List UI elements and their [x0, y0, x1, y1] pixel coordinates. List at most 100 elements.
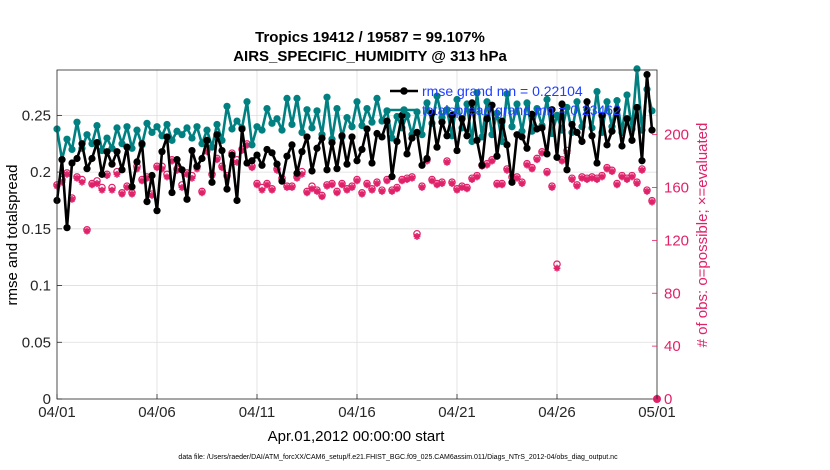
- rmse-point: [493, 152, 501, 160]
- totalspread-point: [228, 125, 236, 133]
- obs-evaluated-point: [93, 180, 101, 187]
- rmse-point: [138, 140, 146, 148]
- rmse-point: [153, 207, 161, 215]
- totalspread-point: [178, 131, 186, 139]
- rmse-point: [403, 150, 411, 158]
- obs-evaluated-point: [308, 185, 316, 193]
- totalspread-point: [453, 95, 461, 104]
- rmse-point: [253, 151, 261, 159]
- obs-evaluated-point: [533, 156, 541, 164]
- obs-evaluated-point: [313, 188, 321, 195]
- obs-evaluated-point: [538, 149, 546, 157]
- totalspread-point: [298, 128, 306, 136]
- obs-evaluated-point: [518, 180, 526, 187]
- x-axis-label: Apr.01,2012 00:00:00 start: [268, 428, 446, 445]
- rmse-point: [498, 117, 506, 125]
- obs-evaluated-point: [298, 170, 306, 178]
- rmse-point: [223, 185, 231, 193]
- totalspread-point: [633, 65, 641, 73]
- totalspread-point: [493, 109, 501, 117]
- rmse-point: [218, 146, 226, 155]
- rmse-point: [413, 128, 421, 136]
- obs-evaluated-point: [523, 161, 531, 169]
- rmse-point: [458, 115, 466, 123]
- obs-evaluated-point: [633, 180, 641, 187]
- rmse-point: [553, 153, 561, 161]
- obs-evaluated-point: [608, 168, 616, 176]
- rmse-point: [578, 137, 586, 146]
- rmse-point: [568, 120, 576, 129]
- rmse-point: [133, 158, 141, 166]
- obs-evaluated-point: [78, 178, 86, 186]
- totalspread-point: [123, 123, 131, 131]
- rmse-point: [158, 148, 166, 156]
- obs-evaluated-point: [103, 172, 111, 180]
- obs-evaluated-point: [473, 173, 481, 181]
- rmse-point: [423, 154, 431, 163]
- totalspread-point: [323, 93, 331, 101]
- rmse-point: [318, 134, 326, 142]
- rmse-point: [603, 141, 611, 149]
- totalspread-point: [533, 104, 541, 113]
- obs-evaluated-point: [128, 190, 136, 198]
- rmse-point: [58, 156, 66, 164]
- obs-evaluated-point: [268, 186, 276, 194]
- totalspread-point: [148, 128, 156, 136]
- obs-evaluated-point: [623, 176, 631, 183]
- rmse-point: [338, 132, 346, 140]
- obs-evaluated-point: [148, 192, 156, 199]
- rmse-point: [648, 126, 656, 134]
- obs-evaluated-point: [558, 157, 566, 165]
- obs-evaluated-point: [318, 193, 326, 201]
- legend: rmse grand mn = 0.22104 totalspread gran…: [390, 83, 621, 118]
- obs-evaluated-point: [143, 174, 151, 182]
- totalspread-point: [213, 120, 221, 129]
- chart-subtitle: AIRS_SPECIFIC_HUMIDITY @ 313 hPa: [233, 48, 507, 65]
- y-axis-label-left: rmse and totalspread: [4, 165, 21, 306]
- rmse-point: [538, 124, 546, 132]
- totalspread-point: [273, 115, 281, 123]
- rmse-point: [388, 173, 396, 181]
- x-tick-label: 05/01: [638, 404, 676, 421]
- rmse-point: [363, 125, 371, 133]
- y-left-tick-label: 0.15: [22, 221, 51, 238]
- totalspread-point: [188, 134, 196, 142]
- rmse-point: [488, 101, 496, 109]
- rmse-point: [473, 136, 481, 144]
- rmse-point: [193, 162, 201, 171]
- obs-evaluated-point: [218, 164, 226, 172]
- rmse-point: [303, 133, 311, 141]
- series-rmse: [53, 70, 656, 232]
- totalspread-point: [353, 98, 361, 106]
- obs-evaluated-point: [483, 161, 491, 169]
- rmse-point: [183, 195, 191, 203]
- obs-evaluated-point: [618, 173, 626, 181]
- obs-evaluated-point: [243, 141, 251, 149]
- obs-evaluated-point: [648, 198, 656, 206]
- rmse-point: [548, 106, 556, 114]
- obs-evaluated-point: [108, 186, 116, 194]
- obs-evaluated-point: [303, 189, 311, 197]
- totalspread-point: [308, 124, 316, 132]
- rmse-point: [593, 159, 601, 167]
- rmse-point: [83, 165, 91, 173]
- totalspread-point: [133, 126, 141, 134]
- obs-evaluated-point: [528, 165, 536, 173]
- chart-title: Tropics 19412 / 19587 = 99.107%: [255, 29, 485, 46]
- obs-evaluated-point: [113, 170, 121, 178]
- obs-evaluated-point: [328, 181, 336, 189]
- rmse-point: [268, 149, 276, 157]
- totalspread-point: [223, 102, 231, 110]
- obs-evaluated-point: [628, 173, 636, 181]
- totalspread-point: [383, 107, 391, 115]
- totalspread-point: [343, 114, 351, 122]
- totalspread-point: [423, 99, 431, 107]
- legend-label-rmse: rmse grand mn = 0.22104: [422, 83, 583, 99]
- obs-evaluated-point: [578, 174, 586, 182]
- obs-evaluated-point: [613, 181, 621, 189]
- rmse-point: [148, 171, 156, 180]
- totalspread-point: [278, 126, 286, 134]
- y-right-tick-label: 40: [664, 338, 681, 355]
- rmse-point: [483, 115, 491, 123]
- obs-evaluated-point: [428, 177, 436, 185]
